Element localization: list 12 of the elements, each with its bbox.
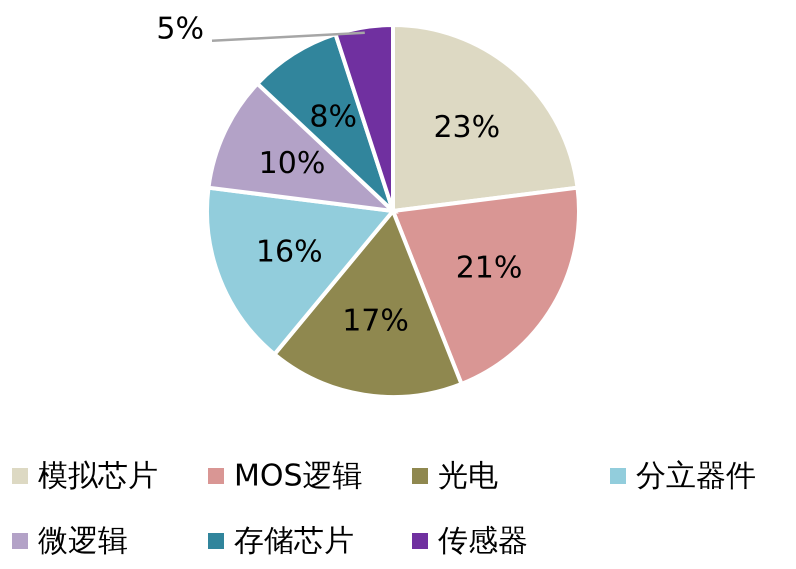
legend-label: MOS逻辑 — [234, 458, 363, 494]
data-label: 23% — [433, 110, 500, 145]
legend-label: 微逻辑 — [38, 524, 128, 558]
data-label: 17% — [342, 304, 409, 339]
legend-label: 模拟芯片 — [38, 458, 158, 494]
legend-label: 光电 — [438, 458, 498, 494]
data-label: 21% — [456, 250, 522, 286]
data-label: 5% — [156, 11, 204, 46]
legend-label: 分立器件 — [636, 458, 756, 494]
data-label: 16% — [256, 234, 323, 270]
legend-label: 传感器 — [438, 524, 528, 558]
legend-label: 存储芯片 — [234, 524, 354, 558]
